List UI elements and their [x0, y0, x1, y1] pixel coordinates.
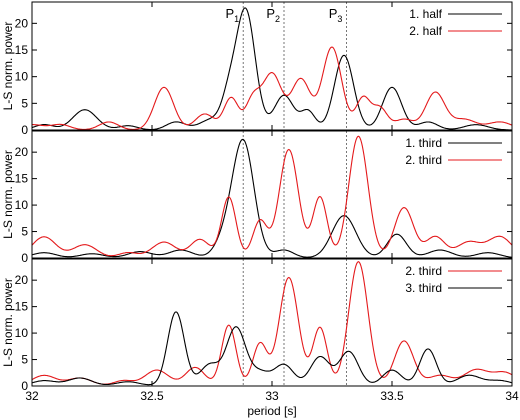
legend-label: 2. third	[405, 153, 442, 167]
series-line-1	[32, 260, 512, 385]
y-tick-label: 20	[15, 273, 29, 287]
curves	[32, 135, 512, 258]
panel-2: 0 5 10 15 20L-S norm. power 1. third 2. third	[1, 130, 513, 265]
series-line-1	[32, 138, 512, 258]
series-line-1	[32, 7, 512, 130]
y-axis-label: L-S norm. power	[1, 150, 15, 239]
y-tick-label: 5	[21, 225, 28, 239]
x-tick-label: 32.5	[140, 389, 164, 403]
x-axis-label: period [s]	[247, 404, 296, 418]
plot-frame	[31, 258, 513, 387]
y-tick-label: 0	[21, 379, 28, 393]
period-annotation-p2: P2	[266, 6, 280, 24]
series-line-2	[32, 135, 512, 257]
y-tick-label: 10	[15, 326, 29, 340]
y-tick-label: 15	[15, 172, 29, 186]
series-line-2	[32, 311, 512, 386]
panel-3: 0 5 10 15 20 32 32.5 33 33.5 34 L-S norm. power per…	[1, 258, 519, 418]
period-annotation-p3: P3	[329, 6, 343, 24]
x-tick-label: 33.5	[380, 389, 404, 403]
legend-label: 3. third	[405, 281, 442, 295]
y-tick-label: 15	[15, 300, 29, 314]
legend-label: 1. third	[405, 136, 442, 150]
y-tick-label: 0	[21, 251, 28, 265]
y-tick-label: 20	[15, 16, 29, 30]
legend-label: 1. half	[409, 7, 442, 21]
y-tick-label: 5	[21, 353, 28, 367]
curves	[32, 260, 512, 386]
y-tick-label: 5	[21, 96, 28, 110]
y-tick-label: 0	[21, 123, 28, 137]
curves	[32, 7, 512, 130]
x-tick-label: 33	[265, 389, 279, 403]
y-tick-label: 10	[15, 198, 29, 212]
y-axis-label: L-S norm. power	[1, 278, 15, 367]
x-tick-label: 34	[505, 389, 519, 403]
legend-label: 2. third	[405, 264, 442, 278]
period-annotation-p1: P1	[226, 6, 240, 24]
y-tick-label: 10	[15, 70, 29, 84]
x-tick-label: 32	[25, 389, 39, 403]
legend-label: 2. half	[409, 24, 442, 38]
panel-1: 0 5 10 15 20L-S norm. power 1. half 2. half P1 P…	[1, 1, 513, 137]
series-line-2	[32, 46, 512, 130]
y-tick-label: 20	[15, 145, 29, 159]
y-axis-label: L-S norm. power	[1, 22, 15, 111]
y-tick-label: 15	[15, 43, 29, 57]
